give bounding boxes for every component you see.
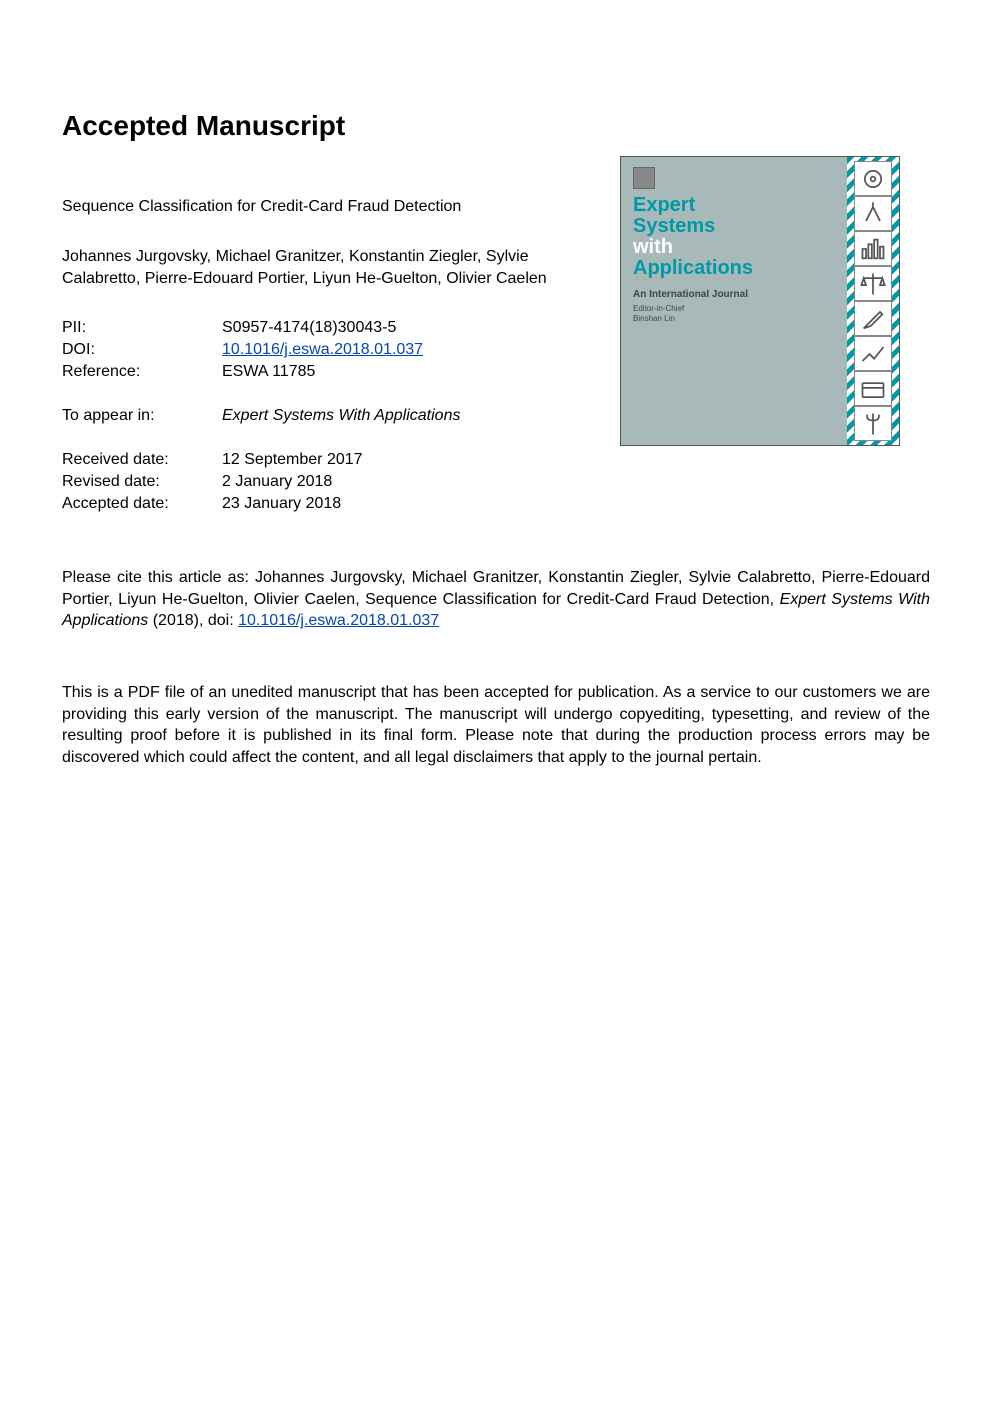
pii-label: PII: [62,319,222,337]
revised-label: Revised date: [62,473,222,491]
reference-label: Reference: [62,363,222,381]
revised-value: 2 January 2018 [222,473,592,491]
cover-icon-strip [847,157,899,445]
cover-left-panel: Expert Systems with Applications An Inte… [621,157,847,445]
medical-icon [854,406,892,441]
accepted-value: 23 January 2018 [222,495,592,513]
cover-editor-name: Binshan Lin [633,314,675,323]
cover-title-line3: Applications [633,257,753,279]
cover-logo-row [633,167,837,189]
page-heading: Accepted Manuscript [62,110,930,142]
pii-value: S0957-4174(18)30043-5 [222,319,592,337]
cover-title-line2: Systems [633,215,715,237]
citation-doi-link[interactable]: 10.1016/j.eswa.2018.01.037 [238,612,439,629]
trend-icon [854,336,892,371]
received-label: Received date: [62,451,222,469]
article-title: Sequence Classification for Credit-Card … [62,198,592,216]
top-section: Sequence Classification for Credit-Card … [62,198,930,539]
cover-editor-label: Editor-in-Chief [633,304,684,313]
authors: Johannes Jurgovsky, Michael Granitzer, K… [62,246,592,289]
balance-icon [854,266,892,301]
reference-value: ESWA 11785 [222,363,592,381]
pen-icon [854,301,892,336]
accepted-label: Accepted date: [62,495,222,513]
cover-title: Expert Systems with Applications [633,195,837,279]
doi-link[interactable]: 10.1016/j.eswa.2018.01.037 [222,341,592,359]
dates-table: Received date: 12 September 2017 Revised… [62,451,592,513]
cover-title-line1: Expert [633,194,695,216]
metadata-column: Sequence Classification for Credit-Card … [62,198,592,539]
journal-cover: Expert Systems with Applications An Inte… [620,156,900,446]
disclaimer-paragraph: This is a PDF file of an unedited manusc… [62,682,930,768]
doi-label: DOI: [62,341,222,359]
cover-editor: Editor-in-Chief Binshan Lin [633,304,837,323]
identifiers-table: PII: S0957-4174(18)30043-5 DOI: 10.1016/… [62,319,592,381]
appear-in-label: To appear in: [62,407,222,425]
appear-in-value: Expert Systems With Applications [222,407,592,425]
card-icon [854,371,892,406]
citation-year: (2018), doi: [148,612,238,629]
citation-paragraph: Please cite this article as: Johannes Ju… [62,567,930,632]
knowledge-icon [854,196,892,231]
gear-icon [854,161,892,196]
appear-in-table: To appear in: Expert Systems With Applic… [62,407,592,425]
histogram-icon [854,231,892,266]
publisher-logo-icon [633,167,655,189]
cover-title-with: with [633,237,837,258]
cover-subtitle: An International Journal [633,289,837,300]
received-value: 12 September 2017 [222,451,592,469]
